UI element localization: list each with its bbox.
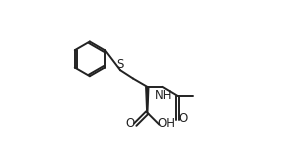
Text: O: O <box>178 112 187 125</box>
Text: NH: NH <box>154 89 172 102</box>
Polygon shape <box>146 87 149 113</box>
Text: OH: OH <box>157 117 175 130</box>
Text: S: S <box>116 58 124 71</box>
Text: O: O <box>126 117 135 130</box>
